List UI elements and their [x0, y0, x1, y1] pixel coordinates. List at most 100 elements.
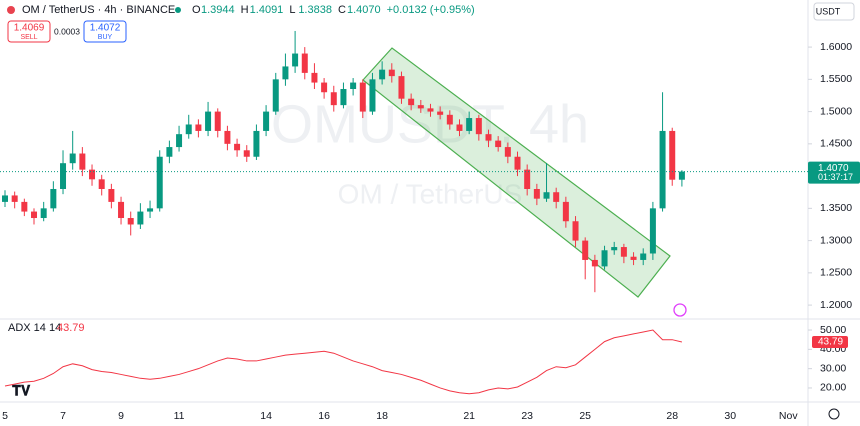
- ohlc-key: O: [192, 4, 201, 16]
- candle-body: [263, 111, 270, 131]
- candle-body: [408, 98, 415, 106]
- ohlc-key: C: [338, 4, 346, 16]
- currency[interactable]: USDT: [816, 6, 841, 16]
- x-tick-label: 25: [579, 410, 591, 422]
- x-tick-label: 21: [463, 410, 475, 422]
- candle-body: [533, 188, 540, 199]
- currency-button[interactable]: [813, 2, 855, 21]
- y-tick-label: 1.3500: [820, 202, 852, 214]
- candle-body: [446, 114, 453, 125]
- candle-body: [359, 82, 366, 112]
- candle-body: [31, 211, 38, 219]
- indicator-value: 43.79: [57, 322, 85, 334]
- x-tick-label: 9: [118, 410, 124, 422]
- candle-body: [388, 69, 395, 77]
- candle-body: [301, 53, 308, 73]
- candle-body: [398, 76, 405, 99]
- buy-label[interactable]: BUY: [98, 34, 113, 41]
- candle-body: [234, 143, 241, 151]
- sell-price[interactable]: 1.4069: [14, 23, 45, 34]
- ohlc-key: H: [241, 4, 249, 16]
- symbol-logo: [7, 6, 15, 14]
- indicator-tag: [812, 336, 848, 349]
- event-icon[interactable]: [673, 303, 687, 317]
- sell-button[interactable]: [7, 20, 51, 43]
- candle-body: [649, 208, 656, 254]
- price-tag: [808, 161, 860, 184]
- candle-body: [127, 218, 134, 225]
- y2-tick-label: 50.00: [820, 324, 846, 336]
- candle-body: [40, 208, 47, 219]
- change: +0.0132 (+0.95%): [387, 4, 475, 16]
- candle-body: [79, 153, 86, 170]
- candle-body: [60, 163, 67, 189]
- candle-body: [340, 89, 347, 106]
- candle-body: [243, 150, 250, 157]
- candle-body: [601, 250, 608, 267]
- candle-body: [2, 195, 8, 202]
- candle-body: [214, 111, 221, 131]
- x-tick-label: 23: [521, 410, 533, 422]
- candle-body: [311, 72, 318, 83]
- y-tick-label: 1.6000: [820, 41, 852, 53]
- spread: 0.0003: [54, 26, 80, 36]
- buy-price[interactable]: 1.4072: [90, 23, 121, 34]
- candle-body: [156, 156, 163, 209]
- candle-body: [495, 140, 502, 148]
- y-tick-label: 1.5500: [820, 73, 852, 85]
- buy-button[interactable]: [83, 20, 127, 43]
- candle-body: [69, 153, 76, 164]
- candle-body: [185, 124, 192, 135]
- y2-tick-label: 20.00: [820, 382, 846, 394]
- candle-body: [620, 247, 627, 257]
- candle-body: [379, 69, 386, 80]
- ohlc-legend: O 1.3944 H 1.4091 L 1.3838 C 1.4070 +0.0132 (+0.…: [192, 4, 475, 16]
- x-tick-label: 18: [376, 410, 388, 422]
- x-tick-label: 7: [60, 410, 66, 422]
- candle-body: [195, 124, 202, 131]
- candle-body: [572, 221, 579, 241]
- indicator-tag-value: 43.79: [818, 337, 843, 348]
- ohlc-key: L: [289, 4, 295, 16]
- price-tag-countdown: 01:37:17: [818, 172, 853, 182]
- candle-body: [562, 201, 569, 222]
- x-tick-label: Nov: [779, 410, 798, 422]
- candle-body: [224, 130, 231, 144]
- candle-body: [11, 195, 18, 202]
- candle-body: [504, 147, 511, 157]
- candle-body: [630, 256, 637, 260]
- candle-body: [437, 111, 444, 115]
- candle-body: [369, 79, 376, 112]
- candle-body: [669, 130, 676, 180]
- status-dot: [175, 7, 181, 13]
- candle-body: [147, 208, 154, 212]
- candle-body: [456, 124, 463, 131]
- x-tick-label: 11: [174, 410, 185, 422]
- candle-body: [611, 247, 618, 251]
- candle-body: [321, 82, 328, 93]
- ohlc-value: 1.4091: [250, 4, 284, 16]
- candle-body: [253, 130, 260, 157]
- candle-body: [282, 66, 289, 80]
- candle-body: [582, 240, 589, 260]
- ohlc-value: 1.3944: [201, 4, 235, 16]
- tv-logo: 𝐓𝐕: [12, 383, 31, 399]
- symbol[interactable]: OM / TetherUS · 4h · BINANCE: [22, 4, 175, 16]
- candle-body: [524, 169, 531, 189]
- x-tick-label: 5: [2, 410, 8, 422]
- candle-body: [98, 179, 105, 189]
- candle-body: [678, 171, 685, 180]
- indicator-line: [4, 329, 683, 395]
- candle-body: [427, 108, 434, 112]
- y2-tick-label: 30.00: [820, 362, 846, 374]
- candle-body: [50, 188, 57, 209]
- sell-label[interactable]: SELL: [20, 34, 37, 41]
- candle-body: [417, 105, 424, 109]
- candle-body: [330, 92, 337, 106]
- candle-body: [108, 188, 115, 202]
- settings-icon[interactable]: [828, 408, 840, 420]
- candle-body: [543, 192, 550, 199]
- candle-body: [21, 201, 28, 212]
- x-tick-label: 16: [318, 410, 330, 422]
